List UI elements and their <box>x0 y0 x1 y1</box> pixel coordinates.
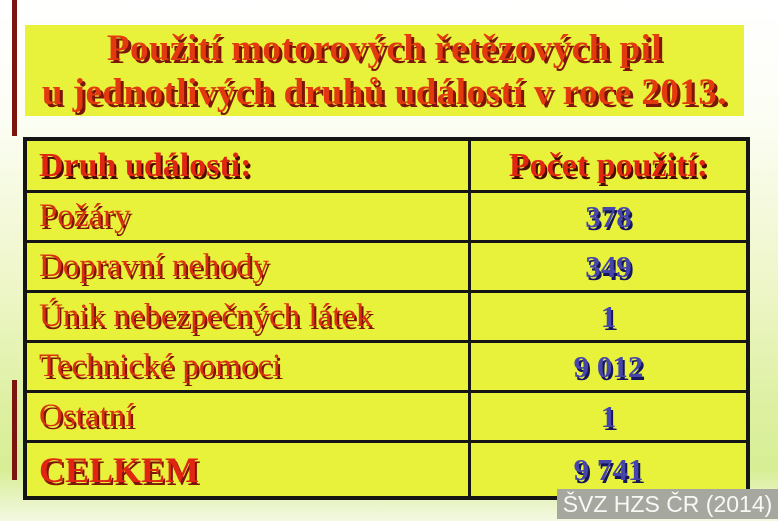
slide-title-line1: Použití motorových řetězových pil <box>106 27 663 69</box>
row-label: Technické pomoci <box>23 340 471 393</box>
left-edge-artifact-bottom <box>12 380 17 480</box>
row-label: Únik nebezpečných látek <box>23 290 471 343</box>
row-label: Požáry <box>23 190 471 243</box>
table-header-usage-count: Počet použití: <box>468 137 750 193</box>
row-value: 378 <box>468 190 750 243</box>
table-row: Ostatní 1 <box>23 390 750 443</box>
watermark: ŠVZ HZS ČR (2014) <box>557 489 778 519</box>
row-value: 349 <box>468 240 750 293</box>
row-value: 9 012 <box>468 340 750 393</box>
table-row: Únik nebezpečných látek 1 <box>23 290 750 343</box>
total-label: CELKEM <box>23 440 471 500</box>
table-row: Požáry 378 <box>23 190 750 243</box>
table-header-event-type: Druh události: <box>23 137 471 193</box>
row-value: 1 <box>468 290 750 343</box>
row-label: Ostatní <box>23 390 471 443</box>
table-row: Dopravní nehody 349 <box>23 240 750 293</box>
left-edge-artifact-top <box>12 0 17 136</box>
usage-table: Druh události: Počet použití: Požáry 378… <box>23 137 750 500</box>
table-row: Technické pomoci 9 012 <box>23 340 750 393</box>
slide-title: Použití motorových řetězových pil u jedn… <box>25 25 744 116</box>
table-total-row: CELKEM 9 741 <box>23 440 750 500</box>
row-label: Dopravní nehody <box>23 240 471 293</box>
table-header-row: Druh události: Počet použití: <box>23 137 750 193</box>
row-value: 1 <box>468 390 750 443</box>
slide-title-line2: u jednotlivých druhů událostí v roce 201… <box>41 71 728 113</box>
